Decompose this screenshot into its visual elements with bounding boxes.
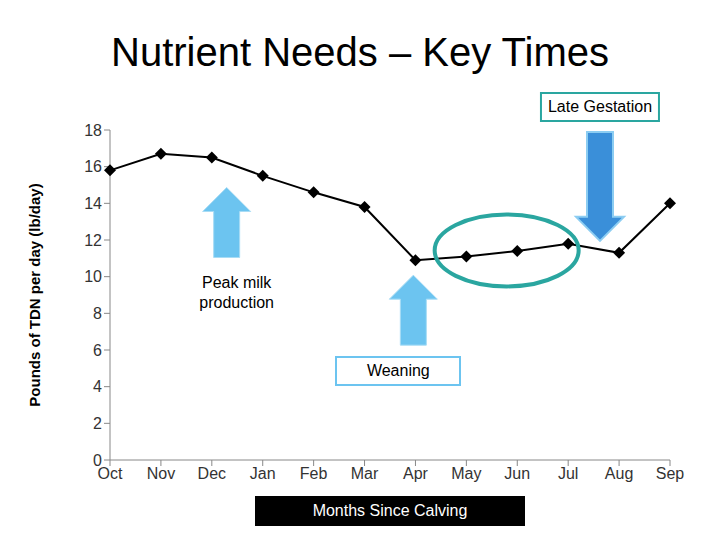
svg-text:Nov: Nov: [147, 465, 175, 482]
svg-text:2: 2: [93, 415, 102, 432]
svg-text:0: 0: [93, 452, 102, 469]
svg-text:Mar: Mar: [351, 465, 379, 482]
svg-text:Jun: Jun: [504, 465, 530, 482]
html-text:Weaning: Weaning: [366, 362, 430, 380]
svg-text:14: 14: [84, 195, 102, 212]
svg-text:4: 4: [93, 378, 102, 395]
svg-text:Dec: Dec: [198, 465, 226, 482]
svg-text:6: 6: [93, 342, 102, 359]
svg-text:Oct: Oct: [97, 465, 123, 483]
svg-text:Jan: Jan: [250, 465, 276, 482]
svg-text:18: 18: [84, 122, 102, 139]
html-text:Peak milk production: Peak milk production: [199, 273, 274, 311]
svg-text:Jul: Jul: [558, 465, 578, 482]
svg-text:Aug: Aug: [605, 465, 633, 482]
svg-text:Sep: Sep: [656, 465, 685, 482]
svg-text:12: 12: [84, 232, 102, 249]
svg-text:Pounds of TDN per day (lb/day): Pounds of TDN per day (lb/day): [26, 183, 43, 406]
svg-text:Feb: Feb: [300, 465, 328, 482]
svg-text:Apr: Apr: [403, 465, 429, 482]
html-text:Nutrient Needs – Key Times: Nutrient Needs – Key Times: [111, 30, 609, 74]
html-text:Late Gestation: Late Gestation: [548, 98, 652, 115]
html-text:Months Since Calving: Months Since Calving: [312, 502, 468, 519]
svg-text:10: 10: [84, 268, 102, 285]
svg-text:16: 16: [84, 158, 102, 175]
svg-text:8: 8: [93, 305, 102, 322]
svg-text:May: May: [451, 465, 481, 482]
